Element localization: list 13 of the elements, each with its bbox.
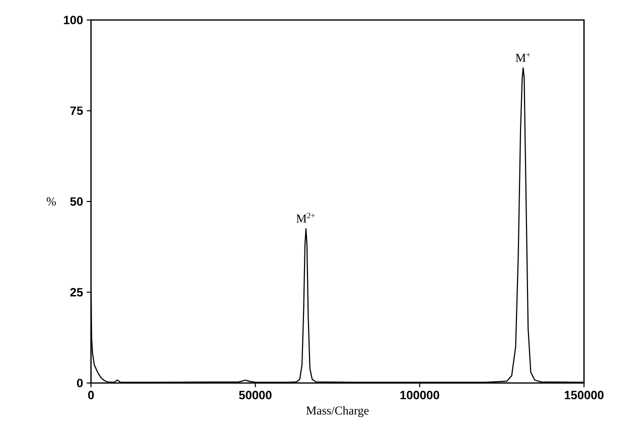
x-tick-label: 100000 — [400, 390, 440, 400]
x-tick-label: 150000 — [564, 390, 604, 400]
y-tick-label: 100 — [64, 16, 83, 24]
y-tick-label: 0 — [76, 378, 83, 388]
x-tick-label: 50000 — [239, 390, 272, 400]
annotation: M$^{+}$ — [516, 52, 530, 62]
y-tick-label: 75 — [70, 106, 83, 115]
x-tick-label: 0 — [88, 390, 94, 400]
y-tick-label: 50 — [70, 197, 83, 206]
x-axis-title: Mass/Charge — [306, 406, 369, 418]
y-axis-title: % — [46, 197, 56, 206]
y-tick-label: 25 — [70, 288, 83, 296]
annotation: M$^{2+}$ — [296, 212, 315, 223]
